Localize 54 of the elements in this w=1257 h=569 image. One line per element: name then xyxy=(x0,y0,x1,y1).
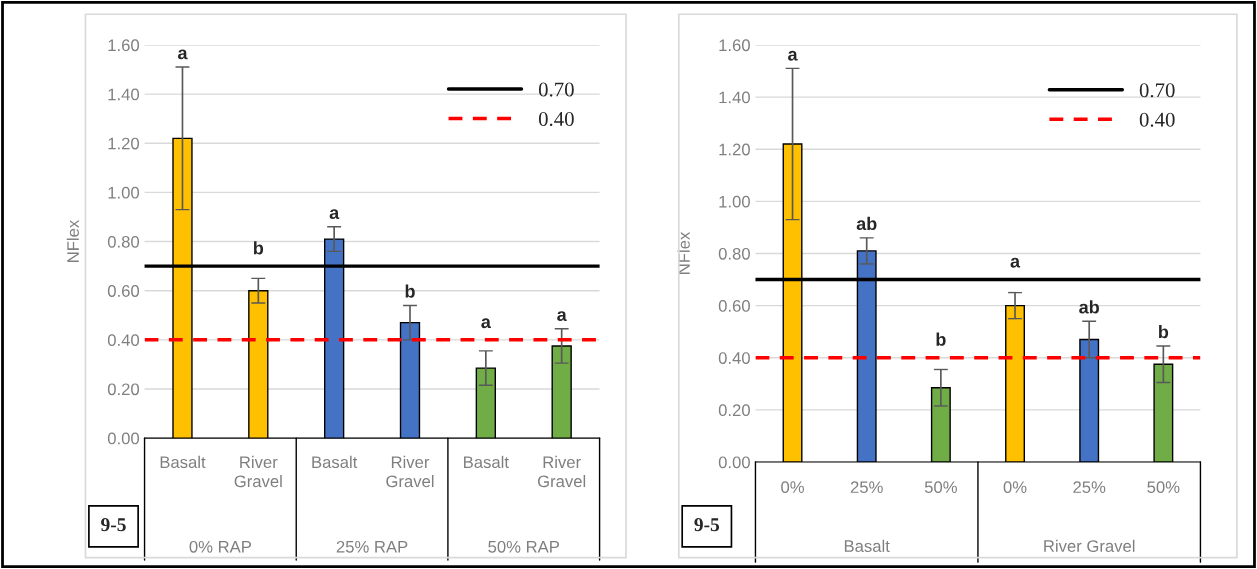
y-tick-label: 1.20 xyxy=(108,137,140,150)
y-tick-label: 0.60 xyxy=(718,300,750,312)
y-tick-label: 1.00 xyxy=(719,195,750,208)
annotation: a xyxy=(788,50,798,61)
y-tick-label: 0.00 xyxy=(107,432,140,445)
legend-label: 0.70 xyxy=(1139,83,1175,98)
annotation: a xyxy=(1010,257,1021,268)
x-tick-label: River Gravel xyxy=(234,455,282,488)
y-tick-label: 1.20 xyxy=(719,143,750,156)
y-tick-label: 1.40 xyxy=(108,88,140,101)
y-tick-label: 1.60 xyxy=(108,39,140,52)
text: 50% RAP xyxy=(488,540,559,553)
annotation: a xyxy=(481,318,491,329)
y-tick-label: 0.40 xyxy=(718,352,750,364)
y-tick-label: 0.60 xyxy=(107,285,140,297)
annotation: b xyxy=(1159,325,1169,339)
annotation: b xyxy=(253,241,264,255)
x-tick-label: 50% xyxy=(924,481,957,494)
x-tick-label: Basalt xyxy=(160,455,206,469)
y-tick-label: 1.00 xyxy=(108,186,140,199)
annotation: a xyxy=(329,209,340,220)
annotation: b xyxy=(936,332,946,346)
legend-label: 0.70 xyxy=(538,82,574,97)
x-tick-label: Basalt xyxy=(312,455,358,469)
x-tick-label: River Gravel xyxy=(386,455,434,488)
legend-label: 0.40 xyxy=(1139,112,1175,127)
y-tick-label: 0.00 xyxy=(718,456,750,469)
y-tick-label: 1.40 xyxy=(719,91,750,104)
text: 0% RAP xyxy=(189,540,252,553)
y-tick-label: 0.20 xyxy=(107,383,140,396)
annotation: a xyxy=(177,49,188,60)
y-axis-title: NFlex xyxy=(66,219,79,262)
text: 9-5 xyxy=(101,518,126,532)
text: 9-5 xyxy=(694,518,720,532)
y-tick-label: 1.60 xyxy=(719,39,750,52)
text: Basalt xyxy=(844,539,890,552)
y-tick-label: 0.80 xyxy=(107,235,140,248)
annotation: a xyxy=(557,311,567,322)
x-tick-label: 50% xyxy=(1147,481,1180,494)
x-tick-label: River Gravel xyxy=(537,455,586,488)
y-tick-label: 0.40 xyxy=(107,334,140,347)
x-tick-label: Basalt xyxy=(464,455,509,469)
annotation: ab xyxy=(856,216,877,231)
annotation: b xyxy=(405,284,415,298)
y-tick-label: 0.80 xyxy=(718,247,750,260)
x-tick-label: 25% xyxy=(850,481,883,494)
text: 25% RAP xyxy=(336,540,408,553)
annotation: ab xyxy=(1079,300,1099,314)
x-tick-label: 25% xyxy=(1073,481,1106,494)
x-tick-label: 0% xyxy=(1003,481,1027,494)
x-tick-label: 0% xyxy=(781,481,804,494)
y-tick-label: 0.20 xyxy=(718,404,750,417)
legend-label: 0.40 xyxy=(538,111,574,127)
text: River Gravel xyxy=(1044,539,1135,552)
